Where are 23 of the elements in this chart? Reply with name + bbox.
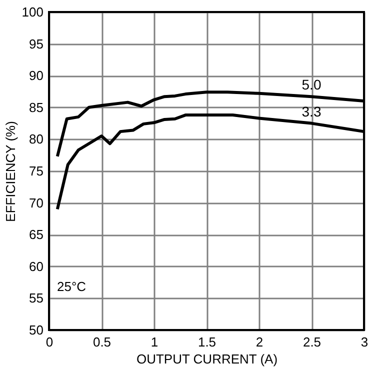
y-tick-label: 65 — [29, 227, 44, 242]
y-tick-label: 100 — [22, 4, 44, 20]
y-tick-label: 70 — [29, 195, 44, 210]
x-tick-label: 3 — [360, 334, 368, 350]
series-label: 5.0 — [302, 76, 322, 93]
x-tick-label: 2.5 — [302, 334, 322, 350]
y-axis-title: EFFICIENCY (%) — [2, 121, 18, 222]
x-axis-title: OUTPUT CURRENT (A) — [136, 352, 278, 366]
x-tick-label: 1 — [150, 334, 158, 350]
y-tick-label: 80 — [29, 132, 44, 147]
y-tick-label: 75 — [29, 164, 44, 178]
y-tick-label: 55 — [29, 290, 44, 306]
x-tick-label: 1.5 — [198, 334, 216, 350]
y-tick-label: 95 — [29, 36, 44, 52]
y-tick-label: 60 — [29, 258, 44, 274]
x-tick-label: 0 — [46, 334, 54, 350]
x-tick-label: 2 — [256, 334, 264, 350]
y-tick-label: 90 — [29, 68, 44, 84]
annotation: 25°C — [57, 279, 86, 294]
x-tick-label: 0.5 — [92, 334, 112, 350]
y-tick-label: 50 — [29, 322, 44, 338]
y-tick-label: 85 — [29, 100, 44, 115]
series-label: 3.3 — [302, 103, 322, 120]
